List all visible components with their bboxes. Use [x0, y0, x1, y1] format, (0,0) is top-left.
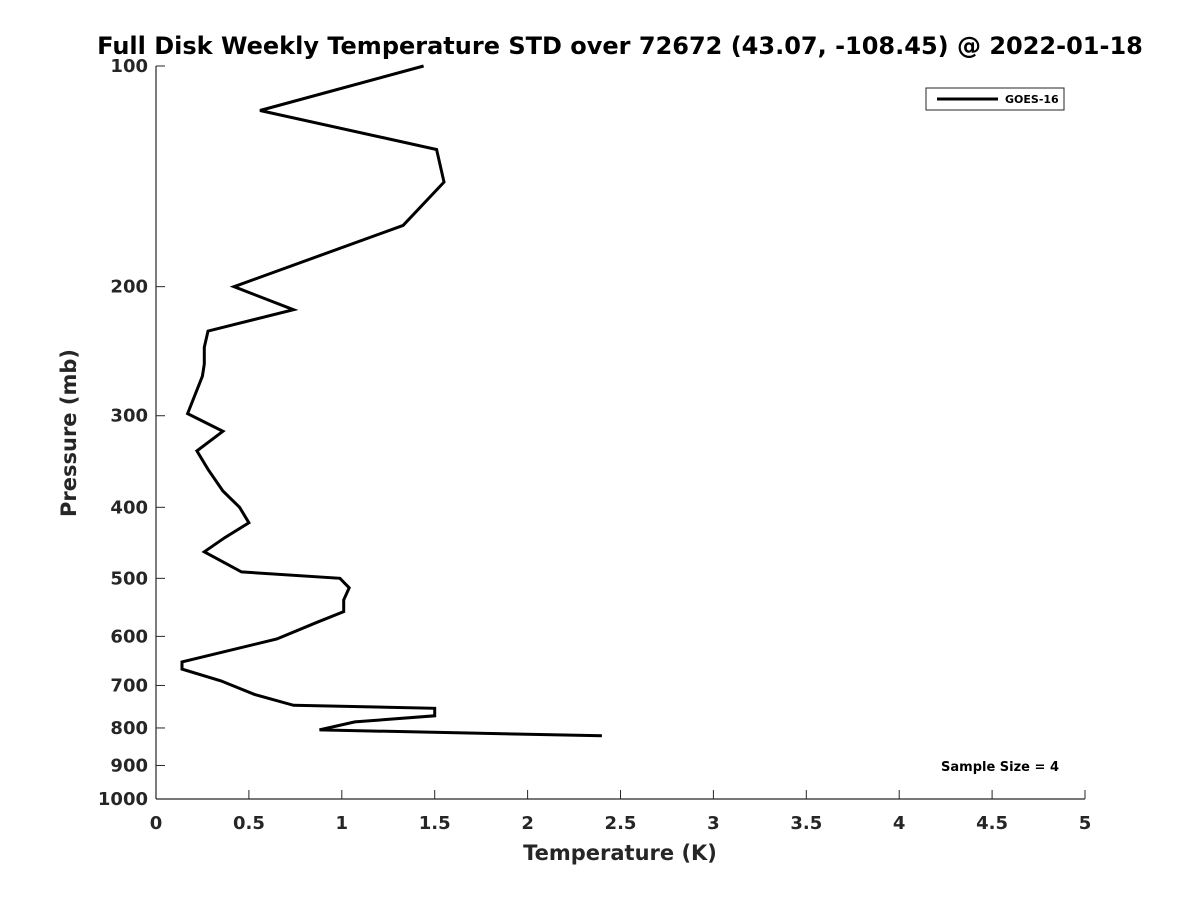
sample-size-annotation: Sample Size = 4 — [941, 760, 1059, 775]
x-tick-label: 5 — [1079, 813, 1092, 834]
x-axis-label: Temperature (K) — [523, 841, 717, 865]
y-tick-label: 900 — [110, 755, 148, 776]
x-tick-label: 2.5 — [605, 813, 637, 834]
chart-title: Full Disk Weekly Temperature STD over 72… — [97, 32, 1143, 60]
x-tick-label: 0 — [150, 813, 163, 834]
series-layer — [180, 64, 602, 738]
x-tick-label: 4.5 — [976, 813, 1008, 834]
series-line-goes-16 — [180, 64, 602, 738]
x-tick-label: 0.5 — [233, 813, 265, 834]
legend-entry-goes16: GOES-16 — [1005, 93, 1059, 106]
y-axis-label: Pressure (mb) — [57, 349, 81, 517]
y-tick-label: 800 — [110, 718, 148, 739]
y-tick-label: 200 — [110, 277, 148, 298]
y-tick-label: 700 — [110, 675, 148, 696]
legend: GOES-16 — [925, 87, 1065, 111]
y-tick-label: 300 — [110, 406, 148, 427]
x-tick-label: 3.5 — [790, 813, 822, 834]
x-tick-label: 2 — [521, 813, 534, 834]
plot-axes — [155, 66, 1085, 800]
x-tick-label: 1 — [336, 813, 349, 834]
y-tick-label: 1000 — [98, 789, 148, 810]
x-tick-label: 4 — [893, 813, 906, 834]
y-tick-label: 600 — [110, 626, 148, 647]
axis-ticks: 0 0.5 1 1.5 2 2.5 3 3.5 4 4.5 5 100 200 300 400 500 600 7… — [98, 56, 1091, 834]
y-tick-label: 100 — [110, 56, 148, 77]
y-tick-label: 500 — [110, 568, 148, 589]
x-tick-label: 1.5 — [419, 813, 451, 834]
y-tick-label: 400 — [110, 497, 148, 518]
x-tick-label: 3 — [707, 813, 720, 834]
